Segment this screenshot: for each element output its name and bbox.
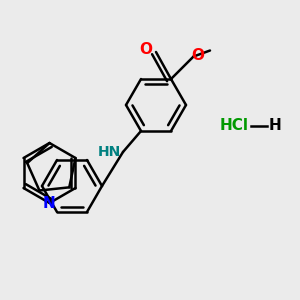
Text: O: O	[139, 41, 152, 56]
Text: HCl: HCl	[220, 118, 248, 134]
Text: O: O	[191, 47, 205, 62]
Text: HN: HN	[98, 145, 121, 159]
Text: N: N	[43, 196, 56, 211]
Text: H: H	[268, 118, 281, 134]
